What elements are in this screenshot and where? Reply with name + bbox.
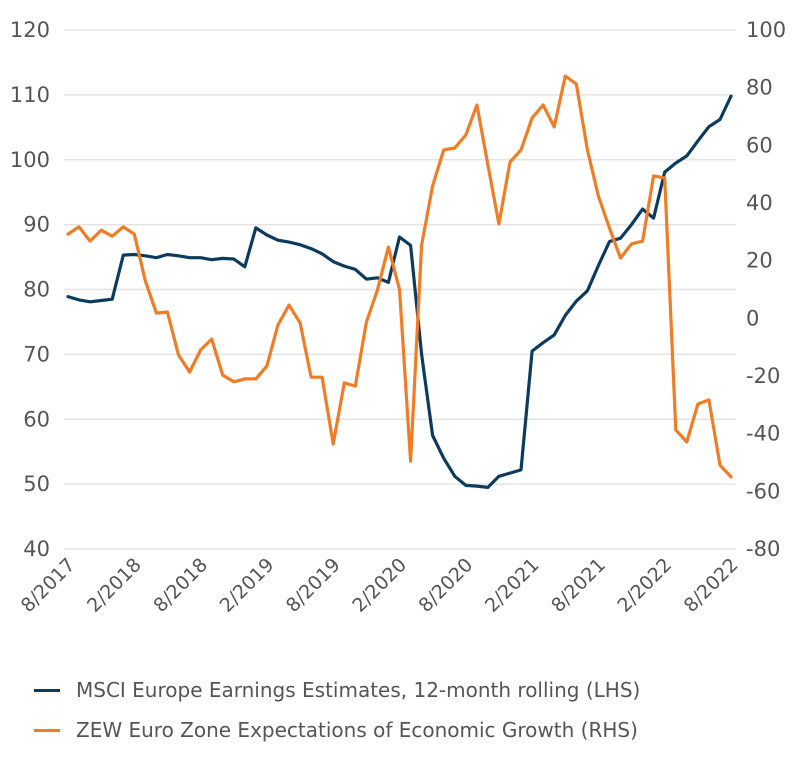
x-tick-label: 8/2020	[415, 554, 478, 617]
x-tick-label: 2/2018	[83, 554, 146, 617]
y-right-tick-label: -20	[746, 364, 780, 388]
y-right-tick-label: -60	[746, 479, 780, 503]
y-left-tick-label: 110	[10, 83, 50, 107]
x-tick-label: 8/2022	[680, 554, 743, 617]
y-left-tick-label: 70	[23, 342, 50, 366]
y-right-tick-label: 0	[746, 306, 759, 330]
y-right-tick-label: 100	[746, 18, 786, 42]
x-tick-label: 8/2017	[17, 554, 80, 617]
y-left-tick-label: 40	[23, 537, 50, 561]
x-tick-label: 8/2019	[282, 554, 345, 617]
legend-item-msci: MSCI Europe Earnings Estimates, 12-month…	[34, 670, 640, 710]
legend-swatch-zew	[34, 728, 60, 732]
legend-label-msci: MSCI Europe Earnings Estimates, 12-month…	[76, 678, 641, 702]
y-left-tick-label: 100	[10, 148, 50, 172]
y-right-tick-label: -80	[746, 537, 780, 561]
y-left-tick-label: 60	[23, 407, 50, 431]
y-right-tick-label: 20	[746, 249, 773, 273]
y-left-tick-label: 50	[23, 472, 50, 496]
y-right-tick-label: 60	[746, 133, 773, 157]
x-axis: 8/2017 2/2018 8/2018 2/2019 8/2019 2/2020 8/20…	[17, 554, 743, 617]
y-left-tick-label: 120	[10, 18, 50, 42]
x-tick-label: 2/2020	[348, 554, 411, 617]
legend-label-zew: ZEW Euro Zone Expectations of Economic G…	[76, 718, 638, 742]
y-left-tick-label: 80	[23, 278, 50, 302]
series-lines	[66, 74, 733, 489]
legend-item-zew: ZEW Euro Zone Expectations of Economic G…	[34, 710, 640, 750]
x-tick-label: 2/2022	[613, 554, 676, 617]
x-tick-label: 2/2021	[481, 554, 544, 617]
y-axis-right: 100 80 60 40 20 0 -20 -40 -60 -80	[746, 18, 786, 561]
x-tick-label: 8/2021	[547, 554, 610, 617]
y-right-tick-label: -40	[746, 422, 780, 446]
legend: MSCI Europe Earnings Estimates, 12-month…	[34, 670, 640, 750]
y-right-tick-label: 40	[746, 191, 773, 215]
series-line-msci	[66, 94, 733, 489]
y-left-tick-label: 90	[23, 213, 50, 237]
x-tick-label: 2/2019	[216, 554, 279, 617]
y-axis-left: 120 110 100 90 80 70 60 50 40	[10, 18, 50, 561]
y-right-tick-label: 80	[746, 76, 773, 100]
x-tick-label: 8/2018	[149, 554, 212, 617]
chart-svg: 120 110 100 90 80 70 60 50 40 100 80 60 40 20 0 -20 -40…	[10, 18, 786, 617]
series-line-zew	[66, 74, 733, 479]
legend-swatch-msci	[34, 688, 60, 692]
